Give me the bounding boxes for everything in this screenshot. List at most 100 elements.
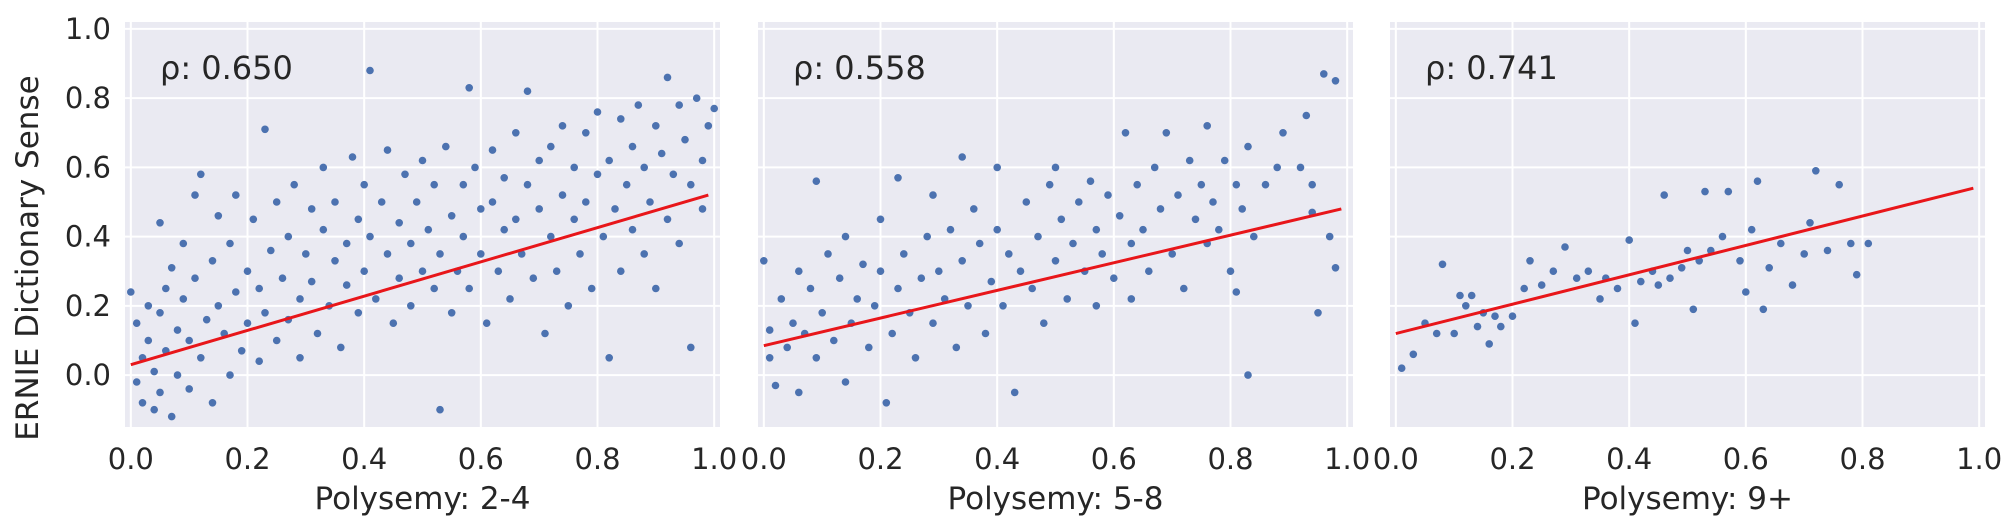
data-point [1185, 156, 1194, 165]
y-tick-label: 0.6 [65, 150, 111, 184]
x-tick-label: 0.0 [741, 442, 787, 476]
data-point [1397, 364, 1406, 373]
x-tick-labels: 0.0 0.2 0.4 0.6 0.8 1.0 [741, 442, 1370, 476]
x-tick-label: 0.2 [224, 442, 270, 476]
plot-area [758, 22, 1353, 427]
correlation-annotation: ρ: 0.650 [160, 49, 293, 87]
y-tick-labels: 0.0 0.2 0.4 0.6 0.8 1.0 [65, 12, 111, 392]
data-point [144, 336, 153, 345]
data-point [663, 215, 672, 224]
data-point [1835, 180, 1843, 189]
data-point [1736, 257, 1744, 265]
data-point [1683, 246, 1692, 255]
data-point [1127, 239, 1136, 248]
data-point [535, 156, 543, 165]
data-point [1325, 232, 1334, 241]
data-point [302, 250, 310, 258]
x-tick-label: 0.0 [1373, 442, 1419, 476]
data-point [710, 104, 718, 113]
data-point [1473, 322, 1482, 331]
gridlines [1390, 22, 1985, 427]
data-point [132, 378, 141, 386]
data-point [1191, 215, 1200, 224]
data-point [599, 232, 608, 241]
data-point [1203, 122, 1211, 130]
data-point [1016, 267, 1025, 276]
data-point [436, 250, 444, 258]
data-point [1115, 212, 1124, 220]
data-point [465, 284, 474, 293]
regression-line [763, 207, 1342, 348]
data-point [1331, 77, 1340, 85]
data-point [687, 343, 695, 352]
data-point [296, 354, 304, 362]
data-point [1467, 291, 1476, 300]
x-axis-title: Polysemy: 2-4 [315, 481, 531, 517]
data-point [494, 267, 503, 276]
data-point [529, 274, 538, 283]
data-point [447, 212, 456, 220]
data-point [958, 153, 966, 161]
data-point [372, 295, 380, 303]
data-point [1174, 191, 1182, 199]
data-point [156, 219, 164, 227]
data-point [1238, 205, 1246, 213]
data-point [237, 347, 246, 355]
data-point [430, 180, 439, 189]
data-point [698, 205, 707, 213]
data-point [144, 302, 153, 310]
data-point [214, 212, 223, 220]
data-point [622, 180, 631, 189]
data-point [506, 295, 514, 303]
data-point [1777, 239, 1785, 248]
data-points [1397, 167, 1873, 373]
data-point [1104, 191, 1112, 199]
data-point [208, 399, 217, 407]
data-points [127, 66, 718, 421]
data-point [296, 295, 304, 303]
data-point [795, 267, 803, 276]
data-point [894, 284, 902, 293]
data-point [1010, 388, 1019, 397]
data-point [1086, 177, 1095, 185]
data-point [272, 198, 281, 206]
data-point [197, 170, 205, 179]
data-point [307, 277, 316, 286]
data-point [582, 129, 590, 137]
data-point [652, 284, 660, 293]
data-point [290, 180, 299, 189]
x-tick-label: 0.6 [1723, 442, 1769, 476]
data-point [1631, 319, 1639, 328]
data-point [407, 239, 415, 248]
data-point [1314, 309, 1322, 317]
data-point [987, 277, 996, 286]
data-point [1747, 225, 1756, 234]
data-point [377, 198, 386, 206]
data-point [535, 205, 543, 213]
data-point [841, 378, 850, 386]
data-point [1168, 250, 1176, 258]
data-point [558, 191, 567, 199]
data-point [331, 257, 339, 265]
data-point [1034, 232, 1042, 241]
data-point [646, 198, 654, 206]
data-point [1139, 225, 1147, 234]
data-point [232, 288, 240, 296]
regression-line [130, 193, 709, 367]
data-point [675, 101, 683, 109]
data-point [570, 215, 578, 224]
data-point [512, 129, 520, 137]
data-point [1812, 167, 1820, 175]
data-point [859, 260, 867, 269]
data-point [261, 309, 269, 317]
data-point [1584, 267, 1593, 276]
data-point [835, 274, 844, 283]
data-point [1028, 284, 1036, 293]
correlation-annotation: ρ: 0.741 [1425, 49, 1558, 87]
data-point [179, 295, 188, 303]
data-point [465, 84, 474, 92]
data-point [605, 354, 613, 362]
data-point [132, 319, 141, 328]
data-point [395, 274, 404, 283]
data-point [698, 156, 707, 165]
